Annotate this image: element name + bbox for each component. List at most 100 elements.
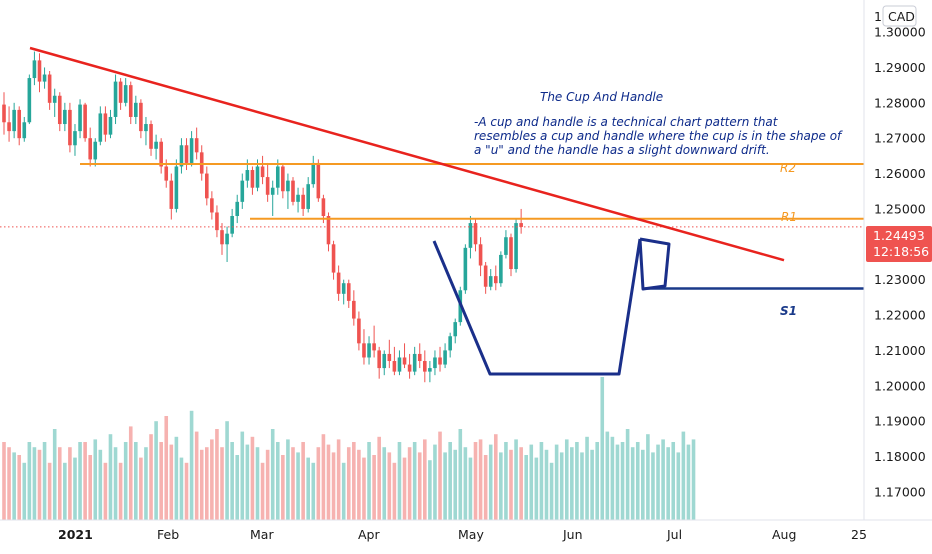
candle-body — [397, 357, 402, 372]
volume-bar — [681, 431, 686, 520]
volume-bar — [423, 439, 427, 520]
candle-body — [433, 357, 437, 369]
volume-bar — [676, 452, 681, 520]
candle-body — [260, 166, 265, 178]
candles — [2, 51, 523, 383]
candle-body — [215, 212, 219, 231]
volume-bar — [326, 444, 331, 520]
candle-body — [118, 81, 123, 103]
volume-bar — [641, 449, 645, 520]
candle-body — [98, 113, 103, 142]
volume-bar — [407, 447, 412, 520]
volume-bar — [438, 431, 442, 520]
currency-label: CAD — [888, 9, 915, 24]
volume-bar — [83, 442, 87, 520]
candle-body — [189, 138, 194, 163]
candle-body — [108, 116, 113, 135]
candle-body — [493, 276, 498, 284]
level-label-r2: R2 — [780, 161, 796, 175]
volume-bar — [73, 457, 77, 520]
volume-bar — [646, 434, 650, 520]
trend-line — [29, 46, 785, 262]
price-tick-label: 1.19000 — [874, 414, 926, 429]
candle-body — [230, 216, 234, 234]
candle-body — [17, 109, 22, 139]
bar-countdown: 12:18:56 — [873, 244, 929, 259]
candle-body — [346, 283, 351, 301]
volume-bar — [27, 442, 32, 520]
candle-body — [174, 166, 179, 209]
volume-bar — [316, 447, 321, 520]
candle-body — [93, 141, 98, 160]
volume-bar — [12, 452, 16, 520]
candle-body — [321, 198, 326, 216]
volume-bar — [367, 442, 371, 520]
candle-body — [57, 95, 62, 125]
time-tick-label: Mar — [250, 527, 274, 542]
volume-bar — [402, 457, 407, 520]
candle-body — [235, 201, 240, 216]
candle-body — [453, 322, 458, 337]
volume-bar — [291, 447, 295, 520]
volume-bar — [311, 462, 316, 520]
volume-bar — [488, 444, 493, 520]
volume-bar — [194, 431, 199, 520]
candle-body — [428, 368, 432, 372]
volume-bar — [524, 455, 529, 520]
candle-body — [311, 162, 316, 185]
volume-bar — [215, 429, 219, 520]
candle-body — [382, 353, 387, 369]
candle-body — [52, 95, 57, 103]
volume-bar — [255, 447, 260, 520]
candle-body — [255, 166, 260, 188]
volume-bar — [331, 452, 336, 520]
volume-bar — [453, 449, 458, 520]
time-tick-label: 25 — [851, 527, 867, 542]
volume-bar — [199, 449, 204, 520]
candle-body — [169, 180, 174, 209]
currency-button[interactable]: CAD — [882, 5, 917, 27]
candle-body — [281, 166, 285, 192]
volume-bar — [615, 444, 620, 520]
price-tick-label: 1.27000 — [874, 131, 926, 146]
candle-body — [179, 145, 184, 167]
candle-body — [296, 194, 300, 202]
volume-bar — [341, 462, 346, 520]
time-axis[interactable]: 2021 Feb Mar Apr May Jun Jul Aug 25 — [0, 519, 932, 542]
volume-bar — [139, 457, 143, 520]
volume-bar — [230, 442, 234, 520]
volume-bar — [47, 462, 52, 520]
candle-body — [423, 361, 427, 372]
volume-bar — [635, 442, 640, 520]
candle-body — [331, 244, 336, 273]
volume-bar — [564, 439, 569, 520]
volume-bar — [260, 462, 265, 520]
price-tick-label: 1.18000 — [874, 449, 926, 464]
volume-bar — [529, 444, 534, 520]
annotation-line-3: a "u" and the handle has a slight downwa… — [474, 143, 770, 157]
volume-bar — [108, 434, 113, 520]
volume-bar — [600, 377, 605, 520]
price-tick-label: 1.23000 — [874, 272, 926, 287]
volume-bar — [377, 436, 381, 520]
candle-body — [448, 336, 452, 351]
candle-body — [220, 230, 224, 245]
candle-body — [134, 102, 138, 117]
volume-bar — [585, 436, 589, 520]
price-tick-label: 1.20000 — [874, 378, 926, 393]
candle-body — [286, 180, 290, 192]
candle-body — [473, 223, 478, 245]
candle-body — [184, 145, 189, 163]
candle-body — [316, 162, 321, 199]
candle-body — [362, 343, 366, 358]
volume-bar — [281, 455, 285, 520]
annotation-line-1: -A cup and handle is a technical chart p… — [474, 115, 779, 129]
volume-bar — [428, 460, 432, 520]
volume-bar — [534, 457, 539, 520]
price-axis[interactable]: 1.30000 1.29000 1.28000 1.27000 1.26000 1.250… — [863, 0, 926, 520]
candle-body — [352, 300, 356, 319]
candle-body — [291, 180, 295, 202]
volume-bar — [336, 439, 341, 520]
candle-body — [164, 166, 169, 181]
